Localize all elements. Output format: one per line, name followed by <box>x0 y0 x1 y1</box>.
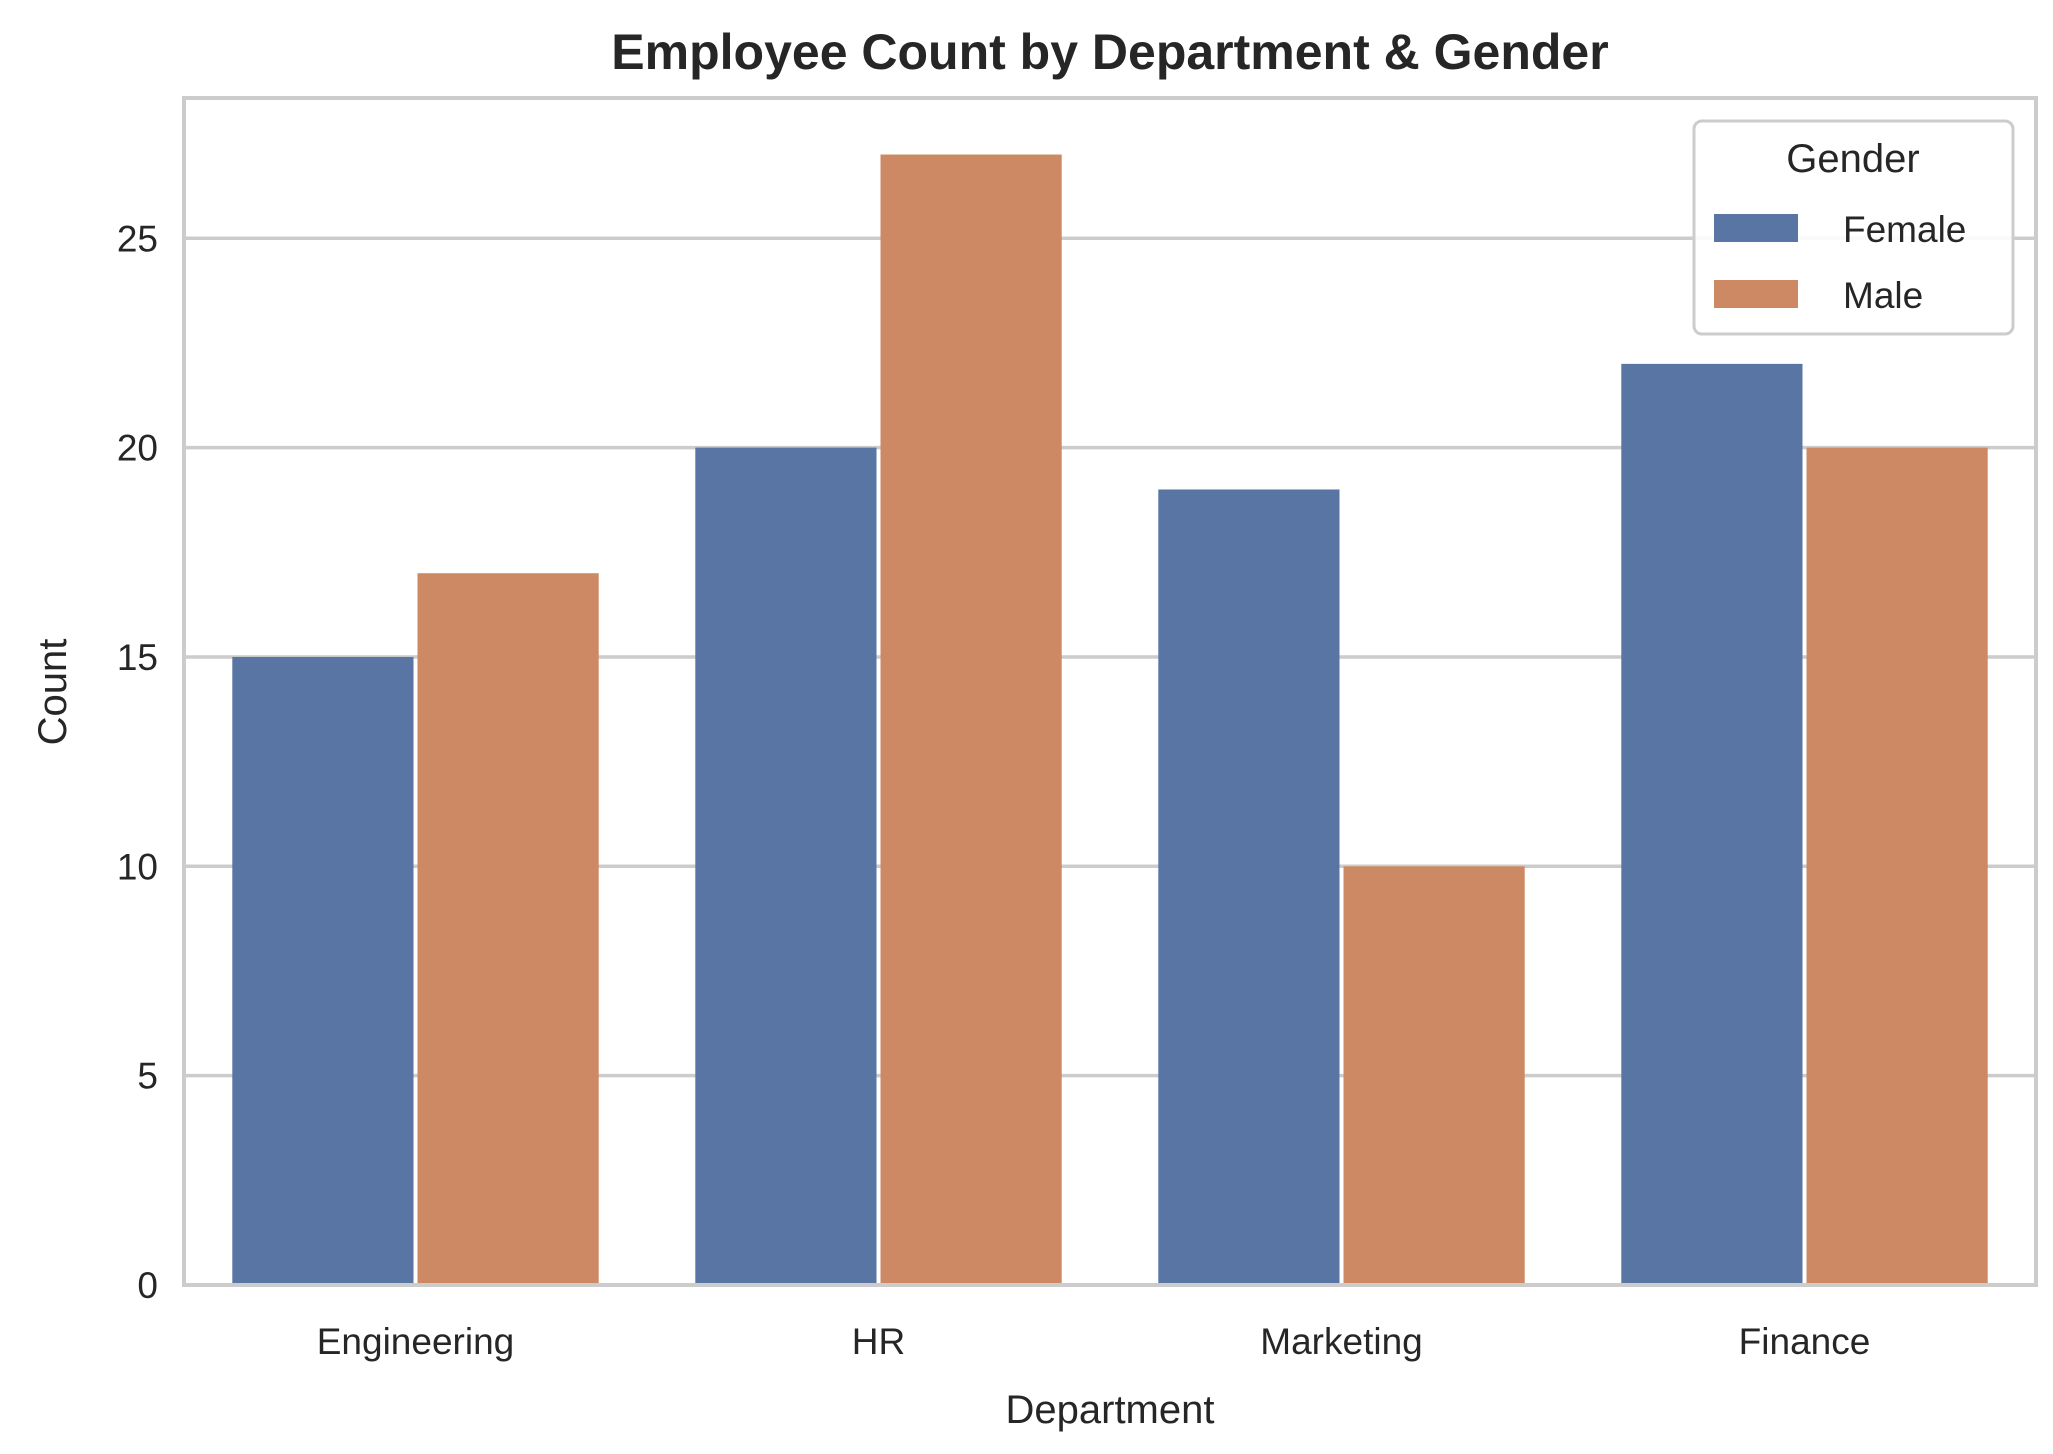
y-axis-label: Count <box>31 639 75 746</box>
y-tick-label: 15 <box>117 637 158 678</box>
bar-female-marketing <box>1158 489 1340 1285</box>
bar-male-finance <box>1806 447 1988 1285</box>
legend-label-male: Male <box>1843 275 1923 316</box>
bar-male-marketing <box>1343 866 1525 1285</box>
plot-frame <box>182 96 2038 1287</box>
chart-title: Employee Count by Department & Gender <box>611 24 1608 80</box>
y-tick-label: 25 <box>117 218 158 259</box>
bar-male-hr <box>880 154 1062 1285</box>
bar-female-hr <box>695 447 877 1285</box>
x-axis-label: Department <box>1006 1388 1215 1432</box>
x-ticks: Engineering HR Marketing Finance <box>317 1321 1871 1362</box>
y-tick-label: 0 <box>137 1265 158 1306</box>
x-tick-label: Finance <box>1739 1321 1871 1362</box>
legend-title: Gender <box>1786 137 1919 181</box>
x-tick-label: Engineering <box>317 1321 514 1362</box>
legend-label-female: Female <box>1843 209 1966 250</box>
bar-female-finance <box>1621 363 1803 1286</box>
bar-male-engineering <box>417 573 599 1285</box>
x-tick-label: HR <box>852 1321 905 1362</box>
y-tick-label: 10 <box>117 846 158 887</box>
bar-female-engineering <box>232 656 414 1285</box>
bars <box>232 154 1988 1286</box>
y-tick-label: 20 <box>117 428 158 469</box>
legend-swatch-male <box>1714 280 1798 308</box>
x-tick-label: Marketing <box>1260 1321 1422 1362</box>
y-ticks: 0 5 10 15 20 25 <box>117 218 158 1306</box>
legend-swatch-female <box>1714 214 1798 242</box>
legend: Gender Female Male <box>1692 119 2015 336</box>
y-tick-label: 5 <box>137 1056 158 1097</box>
